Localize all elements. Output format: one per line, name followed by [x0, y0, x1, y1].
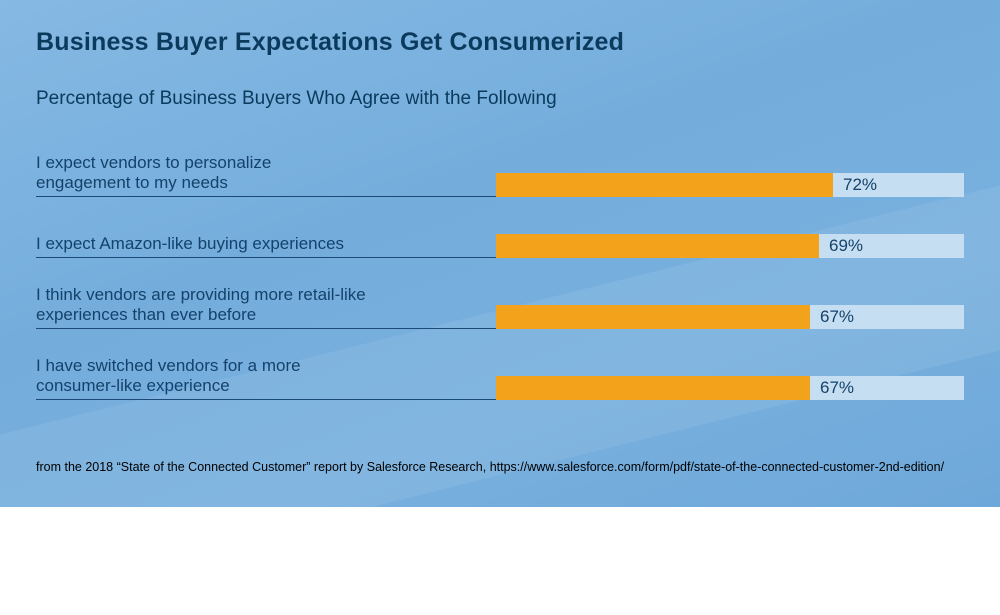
row-divider — [36, 196, 496, 197]
bar-track: 69% — [496, 234, 964, 258]
bar-category-label-line: I have switched vendors for a more — [36, 356, 301, 375]
row-divider — [36, 399, 496, 400]
row-divider — [36, 257, 496, 258]
bar-track: 67% — [496, 376, 964, 400]
bar-category-label: I have switched vendors for a more consum… — [36, 356, 476, 396]
bar-category-label-line: I think vendors are providing more retai… — [36, 285, 366, 304]
bar-category-label: I expect vendors to personalize engagemen… — [36, 153, 476, 193]
chart-title: Business Buyer Expectations Get Consumer… — [36, 28, 625, 56]
bar-row: I think vendors are providing more retai… — [36, 269, 964, 329]
bar — [496, 234, 819, 258]
bar-row: I have switched vendors for a more consum… — [36, 340, 964, 400]
bar-category-label: I expect Amazon-like buying experiences — [36, 234, 476, 254]
bar-value-label: 72% — [843, 175, 878, 194]
bar-row: I expect vendors to personalize engagemen… — [36, 137, 964, 197]
bar-value-label: 67% — [820, 307, 855, 326]
bar — [496, 305, 810, 329]
bar-category-label-line: engagement to my needs — [36, 173, 228, 192]
bar-value-label: 69% — [829, 236, 864, 255]
bar — [496, 376, 810, 400]
row-divider — [36, 328, 496, 329]
bar-category-label: I think vendors are providing more retai… — [36, 285, 476, 325]
bar-category-label-line: consumer-like experience — [36, 376, 230, 395]
bar-category-label-line: I expect Amazon-like buying experiences — [36, 234, 345, 253]
bar — [496, 173, 833, 197]
bar-track: 72% — [496, 173, 964, 197]
bar-category-label-line: experiences than ever before — [36, 305, 257, 324]
source-note: from the 2018 “State of the Connected Cu… — [36, 460, 945, 474]
bar-row: I expect Amazon-like buying experiences 6… — [36, 198, 964, 258]
bar-track: 67% — [496, 305, 964, 329]
bar-value-label: 67% — [820, 378, 855, 397]
bar-category-label-line: I expect vendors to personalize — [36, 153, 272, 172]
chart-subtitle: Percentage of Business Buyers Who Agree … — [36, 88, 557, 109]
